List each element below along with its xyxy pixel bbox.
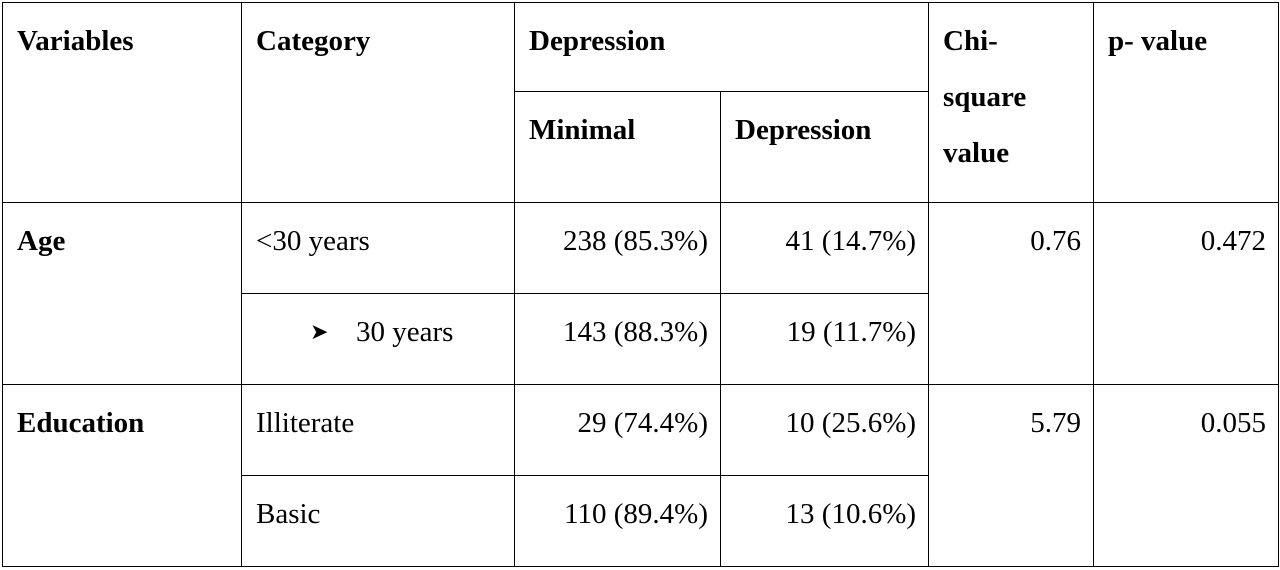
arrow-bullet-icon: ➤ (310, 319, 329, 344)
minimal-cell: 29 (74.4%) (514, 384, 721, 476)
header-minimal: Minimal (514, 91, 721, 203)
minimal-cell: 238 (85.3%) (514, 202, 721, 294)
header-depression-group: Depression (513, 2, 930, 92)
header-variables: Variables (2, 2, 242, 203)
category-cell: <30 years (241, 202, 515, 294)
header-row-2: Minimal Depression (3, 91, 1279, 203)
table-row: Basic 110 (89.4%) 13 (10.6%) (3, 475, 1279, 567)
depression-cell: 13 (10.6%) (719, 475, 930, 567)
header-row-1: Variables Category Depression Chi-square… (2, 2, 1280, 203)
chi-square-cell: 0.76 (928, 202, 1095, 385)
minimal-cell: 143 (88.3%) (514, 293, 721, 385)
header-p-value: p- value (1093, 2, 1280, 203)
variable-age: Age (2, 202, 242, 385)
chi-square-cell: 5.79 (928, 384, 1095, 567)
category-cell-arrow: ➤ 30 years (241, 293, 515, 385)
category-label: 30 years (356, 316, 454, 348)
table-row: ➤ 30 years 143 (88.3%) 19 (11.7%) (3, 293, 1279, 385)
table-row: Education Illiterate 29 (74.4%) 10 (25.6… (2, 384, 1280, 567)
category-cell: Illiterate (241, 384, 515, 476)
p-value-cell: 0.472 (1093, 202, 1280, 385)
category-cell: Basic (241, 475, 515, 567)
depression-cell: 19 (11.7%) (719, 293, 930, 385)
variable-education: Education (2, 384, 242, 567)
depression-cell: 41 (14.7%) (719, 202, 930, 294)
minimal-cell: 110 (89.4%) (514, 475, 721, 567)
header-category: Category (241, 2, 515, 203)
depression-cell: 10 (25.6%) (719, 384, 930, 476)
p-value-cell: 0.055 (1093, 384, 1280, 567)
header-chi-square: Chi-square value (928, 2, 1095, 203)
header-depression: Depression (719, 91, 930, 203)
table-row: Age <30 years 238 (85.3%) 41 (14.7%) 0.7… (2, 202, 1280, 385)
